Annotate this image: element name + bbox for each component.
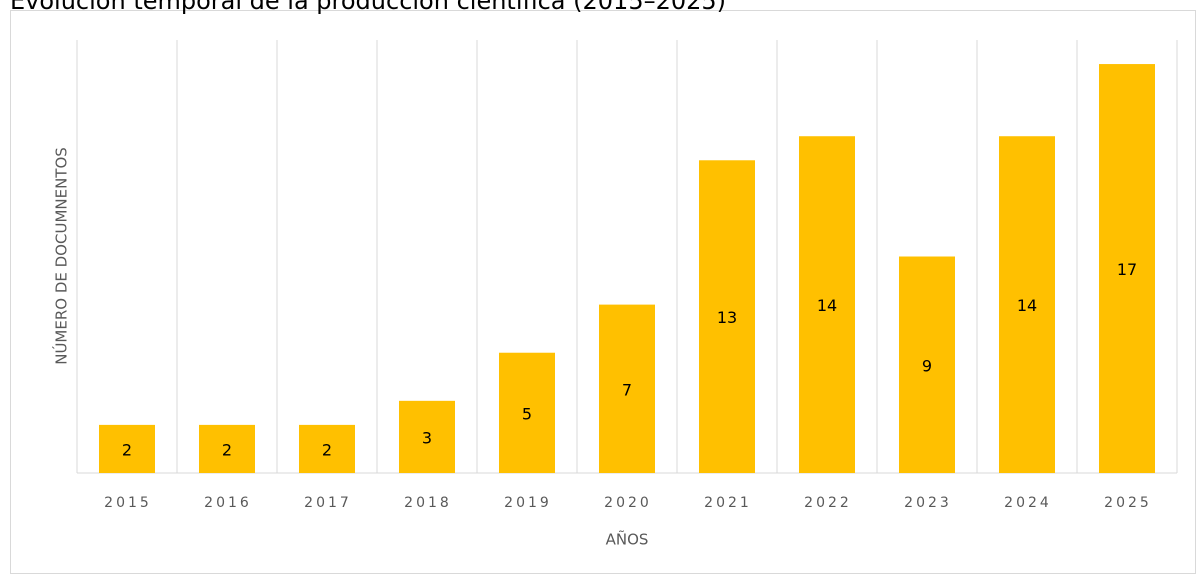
data-label: 14 — [817, 296, 837, 315]
x-tick-label: 2022 — [804, 495, 852, 511]
bar — [499, 352, 555, 473]
y-axis-label: NÚMERO DE DOCUMNENTOS — [52, 147, 71, 365]
data-label: 2 — [122, 440, 132, 459]
x-tick-label: 2023 — [904, 495, 952, 511]
x-tick-label: 2019 — [504, 495, 552, 511]
bar — [1099, 64, 1155, 474]
bar — [399, 400, 455, 473]
x-axis-label: AÑOS — [606, 530, 649, 549]
chart-title: Evolución temporal de la producción cien… — [10, 0, 726, 15]
x-tick-label: 2017 — [304, 495, 352, 511]
bar — [599, 304, 655, 473]
data-label: 9 — [922, 356, 932, 375]
x-tick-label: 2020 — [604, 495, 652, 511]
bar — [699, 160, 755, 473]
data-label: 7 — [622, 380, 632, 399]
x-tick-label: 2015 — [104, 495, 152, 511]
x-tick-label: 2016 — [204, 495, 252, 511]
x-tick-label: 2025 — [1104, 495, 1152, 511]
data-label: 14 — [1017, 296, 1037, 315]
bar — [999, 136, 1055, 473]
x-tick-label: 2024 — [1004, 495, 1052, 511]
x-tick-label: 2021 — [704, 495, 752, 511]
data-label: 3 — [422, 428, 432, 447]
bar — [299, 424, 355, 473]
data-label: 17 — [1117, 260, 1137, 279]
chart-frame — [10, 10, 1196, 574]
bar — [199, 424, 255, 473]
bar — [99, 424, 155, 473]
bar — [899, 256, 955, 473]
data-label: 13 — [717, 308, 737, 327]
data-label: 2 — [222, 440, 232, 459]
bar — [799, 136, 855, 473]
data-label: 2 — [322, 440, 332, 459]
x-tick-label: 2018 — [404, 495, 452, 511]
data-label: 5 — [522, 404, 532, 423]
